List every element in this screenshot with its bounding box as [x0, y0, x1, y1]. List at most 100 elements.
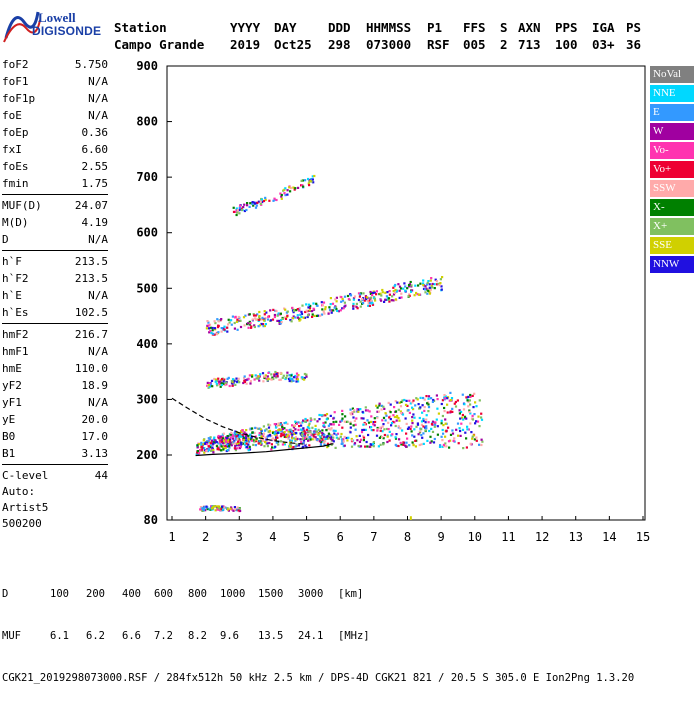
echo-point — [352, 298, 355, 301]
echo-point — [265, 439, 268, 442]
echo-point — [252, 204, 255, 207]
profile-solid-line — [195, 443, 334, 457]
echo-point — [258, 324, 261, 327]
echo-point — [352, 424, 355, 427]
header-value-ddd: 298 — [328, 37, 351, 52]
echo-point — [442, 424, 445, 427]
echo-point — [407, 409, 410, 412]
echo-point — [298, 309, 301, 312]
echo-point — [407, 426, 410, 429]
echo-point — [253, 440, 256, 443]
echo-point — [369, 292, 372, 295]
echo-point — [312, 302, 315, 305]
echo-point — [199, 449, 202, 452]
echo-point — [288, 444, 291, 447]
echo-point — [254, 314, 257, 317]
echo-point — [430, 284, 433, 287]
echo-point — [401, 399, 404, 402]
echo-point — [429, 441, 432, 444]
echo-point — [374, 299, 377, 302]
y-tick-label: 400 — [136, 337, 158, 351]
echo-point — [225, 383, 228, 386]
param-divider — [2, 464, 108, 465]
echo-point — [353, 409, 356, 412]
echo-point — [447, 440, 451, 443]
echo-point — [222, 508, 225, 511]
distance-row: D 100 200 400 600 800 1000 1500 3000 [km] — [2, 587, 363, 601]
echo-point — [300, 310, 303, 313]
echo-point — [207, 445, 210, 448]
echo-point — [238, 212, 241, 215]
echo-point — [246, 378, 249, 381]
echo-point — [337, 310, 340, 313]
echo-point — [423, 406, 426, 409]
echo-point — [299, 438, 302, 441]
echo-point — [469, 393, 472, 397]
echo-point — [454, 405, 458, 408]
distance-value: 200 — [86, 588, 105, 600]
param-value: 3.13 — [81, 447, 109, 460]
echo-point — [242, 442, 245, 445]
echo-point — [235, 509, 238, 512]
param-value: 6.60 — [81, 143, 109, 156]
echo-point — [294, 428, 297, 431]
echo-point — [306, 419, 309, 422]
echo-point — [281, 317, 284, 320]
echo-point — [422, 417, 425, 421]
echo-point — [266, 375, 269, 378]
echo-point — [400, 292, 403, 295]
echo-point — [228, 439, 232, 442]
echo-point — [280, 440, 283, 443]
echo-point — [255, 204, 258, 207]
echo-point — [247, 438, 250, 441]
echo-point — [330, 427, 333, 430]
muf-value: 6.6 — [122, 630, 141, 642]
echo-point — [326, 437, 329, 440]
echo-point — [200, 508, 203, 511]
echo-point — [294, 420, 297, 423]
echo-point — [318, 413, 321, 417]
echo-point — [202, 439, 205, 442]
echo-point — [263, 310, 266, 313]
echo-point — [299, 313, 302, 316]
echo-point — [272, 437, 275, 440]
echo-point — [220, 330, 223, 333]
echo-point — [381, 430, 384, 433]
echo-point — [379, 292, 382, 295]
echo-point — [236, 442, 239, 446]
param-label: foF2 — [2, 58, 29, 71]
echo-point — [211, 326, 214, 330]
echo-point — [427, 406, 431, 409]
legend-item-vo-: Vo+ — [650, 161, 694, 178]
param-label: fxI — [2, 143, 22, 156]
echo-point — [236, 434, 239, 437]
echo-point — [370, 415, 373, 418]
echo-point — [385, 295, 388, 298]
muf-value: 9.6 — [220, 630, 239, 642]
echo-point — [471, 418, 475, 421]
profile-dashed-line — [171, 397, 307, 445]
echo-point — [361, 428, 364, 432]
echo-point — [383, 433, 386, 437]
echo-point — [388, 300, 391, 303]
muf-value: 6.2 — [86, 630, 105, 642]
echo-point — [423, 409, 426, 412]
echo-point — [354, 428, 357, 431]
echo-point — [453, 402, 456, 405]
param-row: yF2 18.9 — [2, 377, 108, 394]
echo-point — [248, 440, 251, 443]
echo-point — [322, 414, 325, 417]
echo-point — [280, 197, 283, 200]
echo-point — [215, 441, 218, 444]
echo-point — [230, 441, 233, 444]
echo-point — [327, 444, 330, 447]
param-label: foE — [2, 109, 22, 122]
echo-point — [341, 440, 344, 443]
echo-point — [250, 436, 253, 439]
echo-point — [285, 376, 288, 379]
distance-value: 600 — [154, 588, 173, 600]
echo-point — [295, 443, 298, 446]
echo-point — [223, 506, 226, 509]
echo-point — [344, 304, 347, 307]
echo-point — [210, 331, 213, 335]
